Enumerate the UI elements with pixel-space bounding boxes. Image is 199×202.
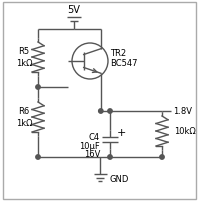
Text: TR2: TR2 bbox=[110, 49, 126, 58]
Text: 1.8V: 1.8V bbox=[173, 107, 192, 116]
Text: GND: GND bbox=[109, 175, 128, 184]
Text: 10kΩ: 10kΩ bbox=[174, 127, 196, 136]
Text: 1kΩ: 1kΩ bbox=[16, 119, 32, 128]
Text: 16V: 16V bbox=[84, 150, 100, 159]
Text: 1kΩ: 1kΩ bbox=[16, 59, 32, 68]
Circle shape bbox=[36, 155, 40, 159]
Text: C4: C4 bbox=[89, 133, 100, 142]
Text: +: + bbox=[116, 127, 126, 137]
Circle shape bbox=[108, 155, 112, 159]
Circle shape bbox=[160, 155, 164, 159]
Text: 5V: 5V bbox=[68, 5, 80, 15]
Text: 10μF: 10μF bbox=[79, 142, 100, 151]
Circle shape bbox=[36, 85, 40, 90]
Text: BC547: BC547 bbox=[110, 59, 138, 68]
Circle shape bbox=[99, 109, 103, 114]
Text: R5: R5 bbox=[19, 47, 30, 56]
Text: R6: R6 bbox=[18, 107, 30, 116]
Circle shape bbox=[108, 109, 112, 114]
